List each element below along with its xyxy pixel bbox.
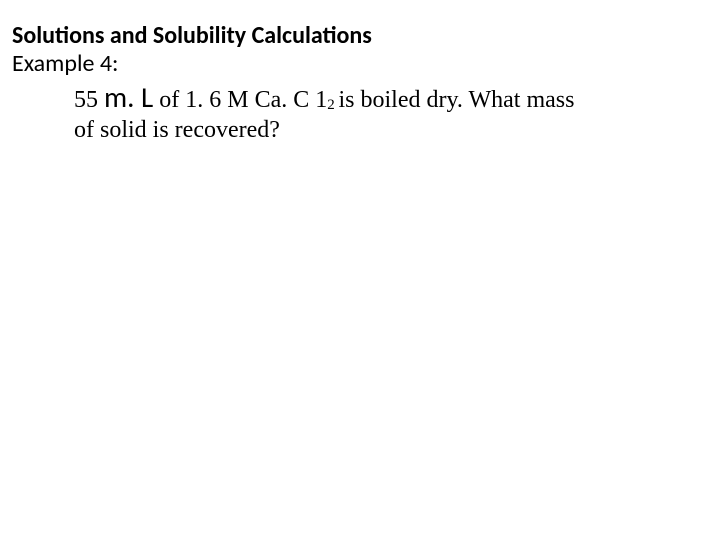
slide-heading: Solutions and Solubility Calculations [12,22,708,50]
line1-rest: is boiled dry. What mass [339,87,575,113]
problem-body: 55 m. L of 1. 6 M Ca. C 12 is boiled dry… [12,79,708,145]
volume-unit: m. L [104,79,153,115]
example-label: Example 4: [12,50,708,78]
problem-line-2: of solid is recovered? [74,115,674,145]
slide-page: Solutions and Solubility Calculations Ex… [0,0,720,540]
volume-number: 55 [74,87,104,113]
of-text: of 1. 6 M Ca. C 1 [153,87,327,113]
problem-line-1: 55 m. L of 1. 6 M Ca. C 12 is boiled dry… [74,79,674,115]
subscript-2: 2 [327,97,338,113]
